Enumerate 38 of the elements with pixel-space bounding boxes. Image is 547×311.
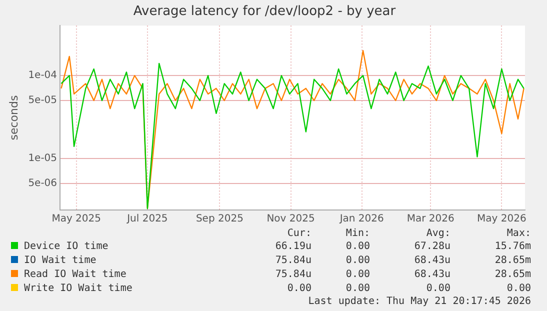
x-tick-label: May 2026 <box>477 214 526 225</box>
text: Avg: <box>425 228 452 240</box>
y-tick-label: 5e-05 <box>28 95 58 106</box>
text: 0.00 <box>344 240 372 254</box>
text: 0.00 <box>425 282 452 296</box>
text: 0.00 <box>506 282 532 296</box>
text: 66.19u <box>274 240 312 254</box>
legend-label: Write IO Wait time <box>24 283 132 294</box>
text: 28.65m <box>494 254 532 268</box>
text: Max: <box>506 228 532 240</box>
legend-label: IO Wait time <box>24 255 96 266</box>
x-tick-label: Jul 2025 <box>126 214 168 225</box>
y-tick-label: 5e-06 <box>28 178 58 190</box>
x-tick-label: Sep 2025 <box>196 214 244 225</box>
chart-title: Average latency for /dev/loop2 - by year <box>133 4 396 20</box>
text: 0.00 <box>344 254 372 268</box>
legend-label: Read IO Wait time <box>24 269 126 280</box>
text: 75.84u <box>274 254 312 268</box>
text: Min: <box>344 228 372 240</box>
x-tick-label: Jan 2026 <box>338 214 384 225</box>
y-axis-title: seconds <box>7 95 20 140</box>
text: 75.84u <box>274 268 312 282</box>
text: 0.00 <box>344 268 372 282</box>
text: 68.43u <box>413 268 452 282</box>
y-tick-label: 1e-05 <box>28 153 58 164</box>
text: Last update: Thu May 21 20:17:45 2026 <box>307 296 532 308</box>
x-tick-label: Nov 2025 <box>266 214 315 225</box>
text: 0.00 <box>344 282 372 296</box>
text: 68.43u <box>413 254 452 268</box>
legend-label: Device IO time <box>24 241 108 252</box>
text: 15.76m <box>494 240 532 254</box>
x-tick-label: Mar 2026 <box>406 214 454 225</box>
text: 67.28u <box>413 240 452 254</box>
x-tick-label: May 2025 <box>52 214 102 225</box>
text: Cur: <box>286 228 312 240</box>
text: 0.00 <box>286 282 312 296</box>
text: 28.65m <box>494 268 532 282</box>
y-tick-label: 1e-04 <box>28 70 58 82</box>
